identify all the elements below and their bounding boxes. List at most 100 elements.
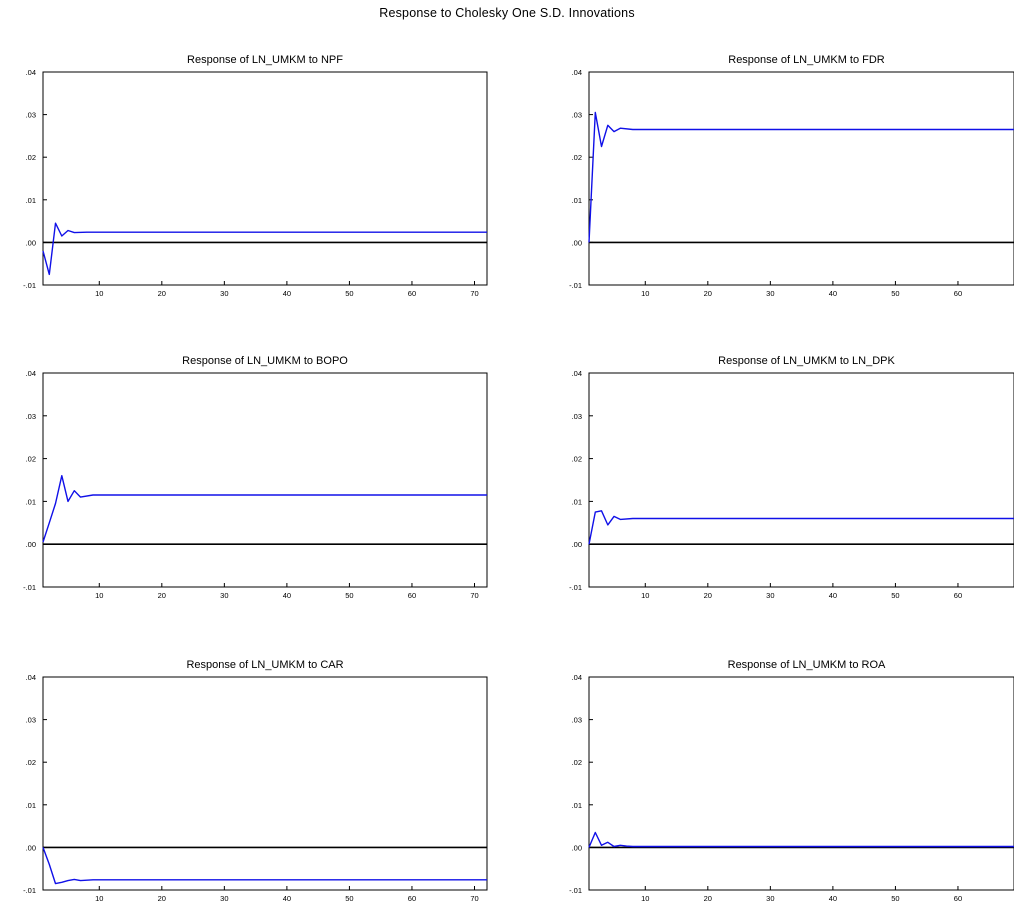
y-tick-label: .03 xyxy=(572,412,582,421)
y-tick-label: .02 xyxy=(572,153,582,162)
chart-panel-4: Response of LN_UMKM to LN_DPK .04 .03 .02 .0… xyxy=(569,355,1014,600)
x-tick-label: 50 xyxy=(891,289,899,298)
y-tick-label: .02 xyxy=(572,455,582,464)
y-tick-label: .03 xyxy=(572,111,582,120)
x-tick-label: 20 xyxy=(704,591,712,600)
panel-title: Response of LN_UMKM to BOPO xyxy=(182,355,348,367)
plot-frame xyxy=(42,372,488,588)
y-tick-label: -.01 xyxy=(569,281,582,290)
x-tick-label: 30 xyxy=(766,894,774,903)
y-tick-label: .03 xyxy=(26,412,36,421)
x-tick-label: 60 xyxy=(954,591,962,600)
x-tick-label: 40 xyxy=(829,591,837,600)
series-line xyxy=(42,475,487,543)
x-tick-label: 10 xyxy=(641,894,649,903)
x-tick-label: 40 xyxy=(829,289,837,298)
y-tick-label: .02 xyxy=(26,153,36,162)
panel-title: Response of LN_UMKM to NPF xyxy=(187,54,343,66)
x-tick-label: 50 xyxy=(345,289,353,298)
plot-frame xyxy=(42,676,488,891)
y-tick-label: .00 xyxy=(26,238,36,247)
x-tick-label: 30 xyxy=(220,894,228,903)
panel-title: Response of LN_UMKM to FDR xyxy=(728,54,885,66)
y-tick-label: -.01 xyxy=(23,281,36,290)
x-tick-label: 30 xyxy=(766,591,774,600)
y-tick-label: .04 xyxy=(26,369,36,378)
chart-panel-6: Response of LN_UMKM to ROA .04 .03 .02 .01 .0… xyxy=(569,659,1014,903)
x-tick-label: 20 xyxy=(158,894,166,903)
y-tick-label: .04 xyxy=(572,68,582,77)
series-line xyxy=(588,111,1014,243)
chart-panel-3: Response of LN_UMKM to BOPO .04 .03 .02 .01.… xyxy=(23,355,488,600)
y-tick-label: .02 xyxy=(26,455,36,464)
chart-panel-1: Response of LN_UMKM to NPF .04 .03 .02 .01 .0… xyxy=(23,54,488,298)
panel-title: Response of LN_UMKM to CAR xyxy=(186,659,343,671)
x-tick-label: 20 xyxy=(704,289,712,298)
y-tick-label: .04 xyxy=(26,673,36,682)
x-tick-label: 20 xyxy=(704,894,712,903)
y-tick-label: -.01 xyxy=(569,886,582,895)
y-tick-label: .01 xyxy=(26,497,36,506)
y-tick-label: .01 xyxy=(572,801,582,810)
x-tick-label: 40 xyxy=(283,894,291,903)
x-tick-label: 60 xyxy=(408,591,416,600)
x-tick-label: 50 xyxy=(345,591,353,600)
x-tick-label: 60 xyxy=(408,289,416,298)
x-tick-label: 70 xyxy=(470,894,478,903)
plot-frame xyxy=(588,71,1014,286)
figure-title: Response to Cholesky One S.D. Innovation… xyxy=(379,6,635,20)
x-tick-label: 40 xyxy=(829,894,837,903)
y-tick-label: .01 xyxy=(572,497,582,506)
x-tick-label: 10 xyxy=(95,591,103,600)
y-tick-label: .02 xyxy=(572,758,582,767)
y-tick-label: -.01 xyxy=(569,583,582,592)
y-tick-label: .00 xyxy=(572,843,582,852)
y-tick-label: .00 xyxy=(572,540,582,549)
x-tick-label: 50 xyxy=(891,591,899,600)
y-tick-label: -.01 xyxy=(23,886,36,895)
y-tick-label: .01 xyxy=(26,801,36,810)
x-tick-label: 20 xyxy=(158,289,166,298)
x-tick-label: 20 xyxy=(158,591,166,600)
plot-frame xyxy=(588,676,1014,891)
plot-frame xyxy=(588,372,1014,588)
x-tick-label: 30 xyxy=(220,289,228,298)
y-tick-label: .04 xyxy=(572,673,582,682)
plot-frame xyxy=(42,71,488,286)
y-tick-label: .03 xyxy=(572,716,582,725)
x-tick-label: 10 xyxy=(95,894,103,903)
chart-panel-2: Response of LN_UMKM to FDR .04 .03 .02 .01 .0… xyxy=(569,54,1014,298)
x-tick-label: 70 xyxy=(470,591,478,600)
y-tick-label: -.01 xyxy=(23,583,36,592)
y-tick-label: .03 xyxy=(26,111,36,120)
y-tick-label: .01 xyxy=(572,196,582,205)
x-tick-label: 60 xyxy=(954,289,962,298)
y-tick-label: .04 xyxy=(26,68,36,77)
y-tick-label: .00 xyxy=(26,540,36,549)
x-tick-label: 10 xyxy=(95,289,103,298)
x-tick-label: 10 xyxy=(641,591,649,600)
x-tick-label: 60 xyxy=(408,894,416,903)
x-tick-label: 40 xyxy=(283,591,291,600)
x-tick-label: 70 xyxy=(470,289,478,298)
y-tick-label: .01 xyxy=(26,196,36,205)
x-tick-label: 40 xyxy=(283,289,291,298)
series-line xyxy=(42,847,487,885)
x-tick-label: 60 xyxy=(954,894,962,903)
y-tick-label: .04 xyxy=(572,369,582,378)
x-tick-label: 50 xyxy=(891,894,899,903)
series-line xyxy=(588,510,1014,545)
y-tick-label: .00 xyxy=(26,843,36,852)
x-tick-label: 10 xyxy=(641,289,649,298)
series-line xyxy=(42,222,487,276)
panel-title: Response of LN_UMKM to LN_DPK xyxy=(718,355,895,367)
series-line xyxy=(588,831,1014,848)
y-tick-label: .03 xyxy=(26,716,36,725)
y-tick-label: .00 xyxy=(572,238,582,247)
x-tick-label: 50 xyxy=(345,894,353,903)
panel-title: Response of LN_UMKM to ROA xyxy=(728,659,886,671)
y-tick-label: .02 xyxy=(26,758,36,767)
x-tick-label: 30 xyxy=(220,591,228,600)
chart-panel-5: Response of LN_UMKM to CAR .04 .03 .02 .01 .0… xyxy=(23,659,488,903)
